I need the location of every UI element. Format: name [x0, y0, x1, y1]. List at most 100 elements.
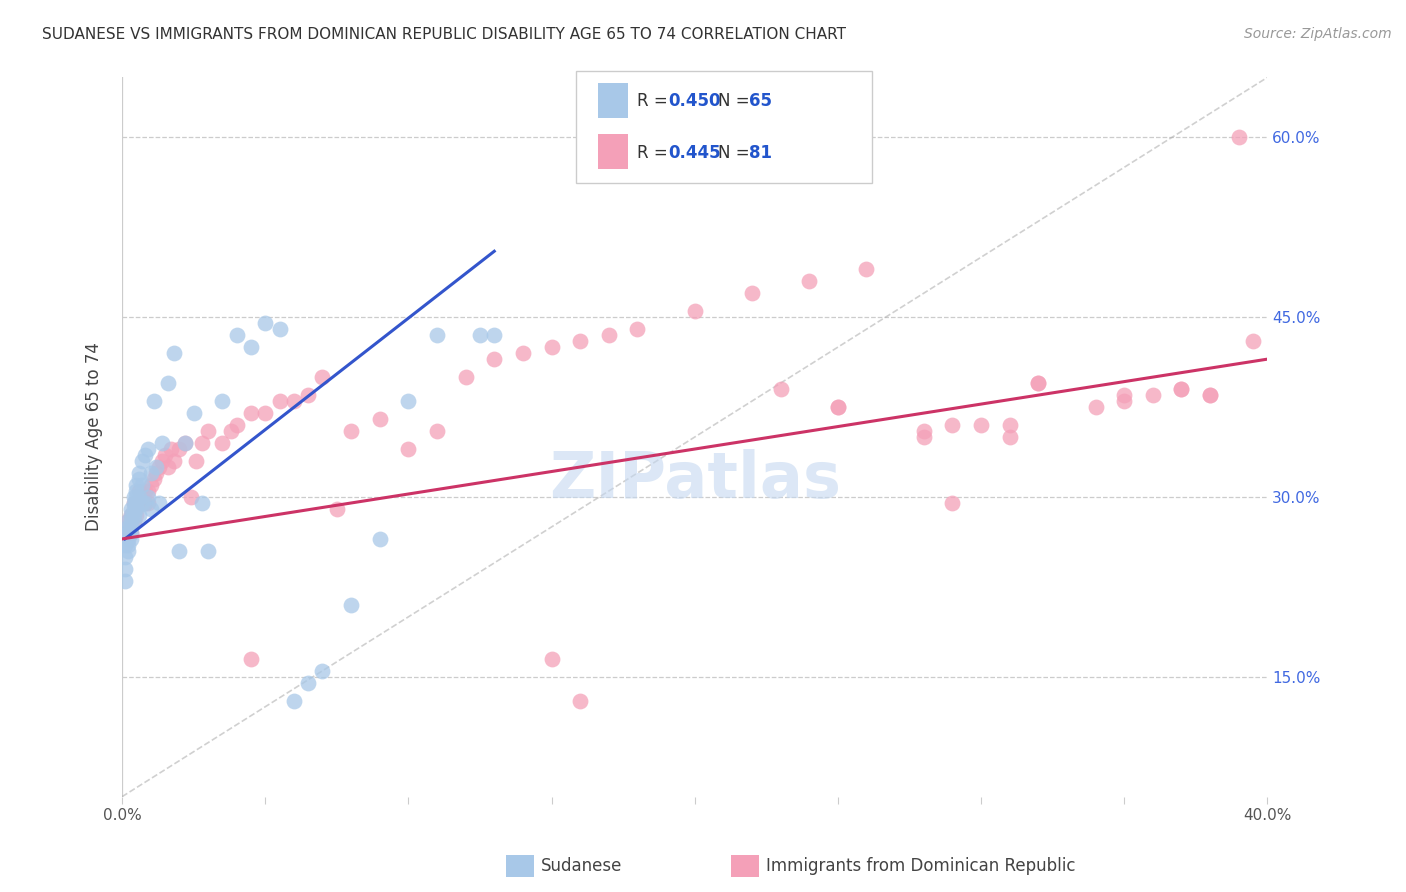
- Point: [131, 490, 153, 504]
- Point: [114, 549, 136, 564]
- Point: [239, 340, 262, 354]
- Point: [912, 430, 935, 444]
- Point: [340, 424, 363, 438]
- Point: [468, 328, 491, 343]
- Point: [827, 400, 849, 414]
- Point: [122, 508, 145, 522]
- Point: [117, 520, 139, 534]
- Point: [454, 370, 477, 384]
- Point: [769, 382, 792, 396]
- Point: [283, 694, 305, 708]
- Point: [174, 436, 197, 450]
- Point: [311, 664, 333, 678]
- Point: [855, 262, 877, 277]
- Point: [136, 483, 159, 498]
- Point: [125, 496, 148, 510]
- Point: [117, 532, 139, 546]
- Point: [197, 424, 219, 438]
- Text: Sudanese: Sudanese: [541, 857, 623, 875]
- Point: [120, 532, 142, 546]
- Point: [125, 478, 148, 492]
- Point: [122, 502, 145, 516]
- Point: [1241, 334, 1264, 348]
- Text: 65: 65: [749, 93, 772, 111]
- Point: [117, 544, 139, 558]
- Point: [340, 598, 363, 612]
- Point: [122, 496, 145, 510]
- Point: [1227, 130, 1250, 145]
- Point: [827, 400, 849, 414]
- Point: [136, 442, 159, 456]
- Point: [162, 454, 184, 468]
- Point: [117, 514, 139, 528]
- Point: [426, 328, 449, 343]
- Point: [114, 525, 136, 540]
- Point: [254, 406, 277, 420]
- Point: [484, 328, 506, 343]
- Text: 81: 81: [749, 144, 772, 161]
- Point: [122, 490, 145, 504]
- Text: 0.450: 0.450: [668, 93, 720, 111]
- Point: [183, 406, 205, 420]
- Point: [1170, 382, 1192, 396]
- Point: [134, 483, 156, 498]
- Point: [128, 508, 150, 522]
- Point: [396, 394, 419, 409]
- Point: [311, 370, 333, 384]
- Point: [136, 496, 159, 510]
- Point: [1170, 382, 1192, 396]
- Point: [1142, 388, 1164, 402]
- Point: [125, 496, 148, 510]
- Point: [131, 478, 153, 492]
- Point: [128, 466, 150, 480]
- Point: [239, 652, 262, 666]
- Point: [191, 436, 214, 450]
- Point: [125, 483, 148, 498]
- Point: [128, 490, 150, 504]
- Point: [142, 394, 165, 409]
- Point: [120, 508, 142, 522]
- Point: [970, 418, 993, 433]
- Point: [998, 430, 1021, 444]
- Point: [239, 406, 262, 420]
- Text: Immigrants from Dominican Republic: Immigrants from Dominican Republic: [766, 857, 1076, 875]
- Point: [225, 418, 247, 433]
- Point: [159, 442, 181, 456]
- Point: [254, 316, 277, 330]
- Point: [120, 520, 142, 534]
- Point: [1114, 388, 1136, 402]
- Point: [156, 376, 179, 391]
- Point: [269, 394, 291, 409]
- Point: [941, 418, 963, 433]
- Point: [114, 525, 136, 540]
- Point: [283, 394, 305, 409]
- Text: N =: N =: [718, 93, 755, 111]
- Point: [117, 538, 139, 552]
- Point: [540, 340, 562, 354]
- Point: [122, 514, 145, 528]
- Point: [125, 490, 148, 504]
- Point: [174, 436, 197, 450]
- Point: [145, 466, 167, 480]
- Point: [134, 448, 156, 462]
- Point: [211, 436, 233, 450]
- Point: [131, 454, 153, 468]
- Point: [1114, 394, 1136, 409]
- Point: [153, 448, 176, 462]
- Point: [512, 346, 534, 360]
- Point: [169, 544, 191, 558]
- Point: [626, 322, 648, 336]
- Text: N =: N =: [718, 144, 755, 161]
- Point: [139, 502, 162, 516]
- Point: [120, 525, 142, 540]
- Point: [197, 544, 219, 558]
- Text: ZIPatlas: ZIPatlas: [548, 450, 841, 511]
- Point: [269, 322, 291, 336]
- Point: [191, 496, 214, 510]
- Point: [117, 514, 139, 528]
- Point: [145, 460, 167, 475]
- Point: [128, 483, 150, 498]
- Point: [150, 454, 173, 468]
- Point: [741, 286, 763, 301]
- Point: [122, 496, 145, 510]
